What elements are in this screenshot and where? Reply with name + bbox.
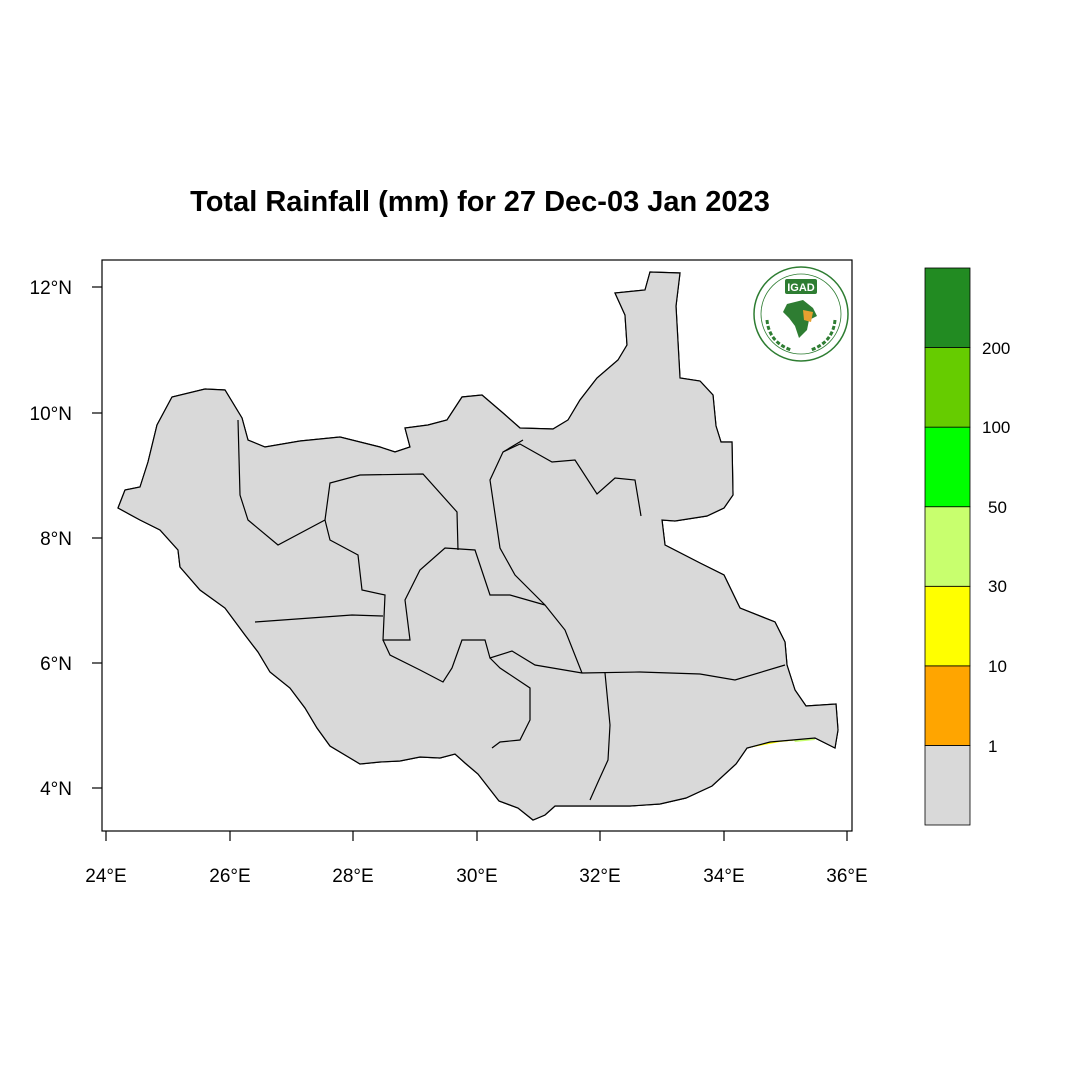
igad-logo: IGAD <box>753 266 849 362</box>
y-axis <box>92 286 102 789</box>
legend-color-box <box>924 665 971 746</box>
legend-label: 1 <box>988 737 997 756</box>
legend-label: 100 <box>982 418 1010 437</box>
legend-color-box <box>924 347 971 428</box>
y-tick-label: 8°N <box>40 529 72 550</box>
y-tick-label: 6°N <box>40 654 72 675</box>
svg-text:IGAD: IGAD <box>787 282 815 294</box>
y-tick-label: 10°N <box>30 404 72 425</box>
legend-label: 10 <box>988 657 1007 676</box>
x-tick-label: 32°E <box>579 866 620 887</box>
legend-color-box <box>924 426 971 508</box>
state-boundaries <box>237 419 786 801</box>
x-tick-label: 36°E <box>826 866 867 887</box>
x-tick-label: 28°E <box>332 866 373 887</box>
y-tick-label: 4°N <box>40 779 72 800</box>
x-tick-label: 24°E <box>85 866 126 887</box>
map-title: Total Rainfall (mm) for 27 Dec-03 Jan 20… <box>190 186 770 218</box>
legend-color-box <box>924 745 971 826</box>
legend-color-box <box>924 585 971 667</box>
color-legend <box>924 267 971 826</box>
x-tick-label: 30°E <box>456 866 497 887</box>
x-tick-label: 26°E <box>209 866 250 887</box>
legend-label: 200 <box>982 339 1010 358</box>
legend-color-box <box>924 267 971 348</box>
legend-label: 30 <box>988 577 1007 596</box>
x-tick-label: 34°E <box>703 866 744 887</box>
legend-color-box <box>924 506 971 587</box>
y-tick-label: 12°N <box>30 278 72 299</box>
x-axis <box>105 831 848 841</box>
legend-label: 50 <box>988 498 1007 517</box>
